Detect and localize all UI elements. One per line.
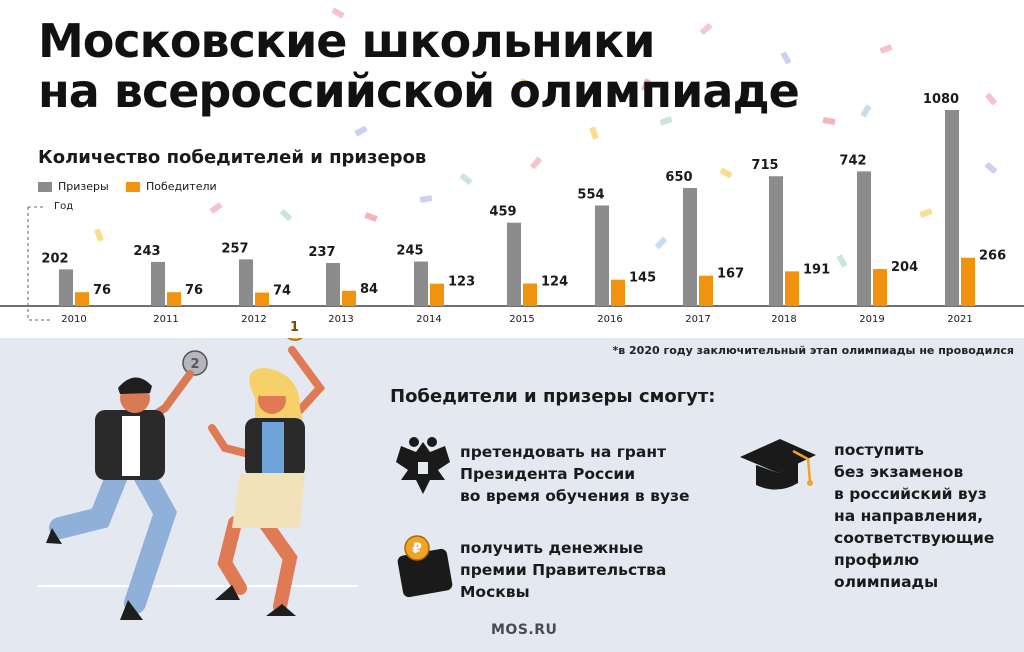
- legend-swatch-prizewinners: [38, 181, 52, 192]
- legend-label-prizewinners: Призеры: [58, 180, 109, 193]
- students-illustration: 2: [38, 338, 358, 620]
- girl-figure: [208, 346, 326, 616]
- medal-icon: [287, 338, 303, 341]
- page-title: Московские школьники на всероссийской ол…: [38, 14, 800, 118]
- chart-title: Количество победителей и призеров: [38, 147, 427, 168]
- legend-item-winners: Победители: [126, 180, 217, 193]
- benefits-heading: Победители и призеры смогут:: [390, 386, 716, 407]
- source-logo: MOS.RU: [491, 622, 558, 638]
- ruble-symbol: ₽: [412, 541, 422, 557]
- benefit-admission: поступить без экзаменов в российский вуз…: [834, 441, 995, 591]
- boy-figure: [46, 370, 194, 620]
- benefit-prize: получить денежные премии Правительства М…: [460, 539, 667, 601]
- footnote: *в 2020 году заключительный этап олимпиа…: [612, 344, 1014, 357]
- title-line-2: на всероссийской олимпиаде: [38, 64, 800, 118]
- graduation-cap-icon: [740, 439, 816, 490]
- eagle-emblem-icon: [396, 437, 450, 494]
- medal-number-second: 2: [190, 357, 199, 372]
- legend-swatch-winners: [126, 181, 140, 192]
- medal-icon: 2: [182, 350, 208, 376]
- title-line-1: Московские школьники: [38, 14, 655, 68]
- medal-number-first: 1: [290, 320, 300, 335]
- wallet-coin-icon: ₽: [397, 535, 453, 598]
- legend-item-prizewinners: Призеры: [38, 180, 109, 193]
- legend-label-winners: Победители: [146, 180, 217, 193]
- benefit-grant: претендовать на грант Президента России …: [460, 443, 690, 505]
- x-axis-title: Год: [54, 201, 74, 212]
- benefits-section: [0, 338, 1024, 652]
